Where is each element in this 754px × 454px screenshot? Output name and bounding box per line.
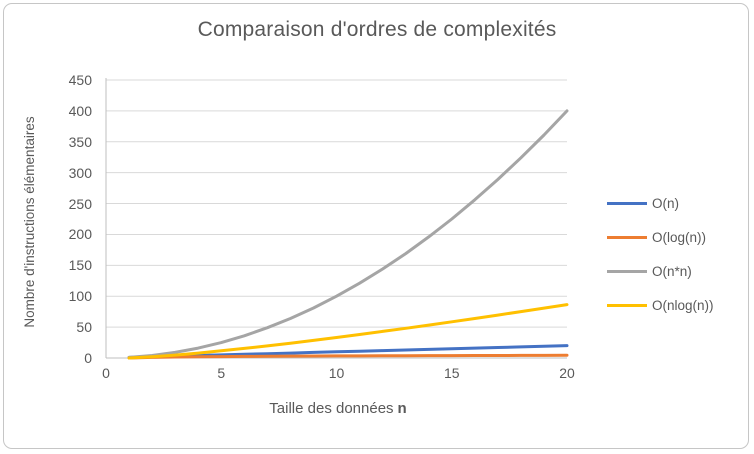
y-tick-label-50: 50 <box>76 319 92 336</box>
legend-item-O(n*n)[interactable]: O(n*n) <box>607 254 714 288</box>
legend-item-O(nlog(n))[interactable]: O(nlog(n)) <box>607 288 714 322</box>
y-tick-label-450: 450 <box>68 72 92 88</box>
x-tick-label-10: 10 <box>328 365 345 381</box>
y-tick-label-0: 0 <box>84 350 92 366</box>
x-axis-title: Taille des données n <box>188 400 488 417</box>
y-tick-label-200: 200 <box>68 226 92 243</box>
legend-swatch-O(nlog(n)) <box>607 303 647 307</box>
chart-title: Comparaison d'ordres de complexités <box>197 18 557 41</box>
legend-swatch-O(log(n)) <box>607 235 647 239</box>
y-tick-label-400: 400 <box>68 102 92 119</box>
x-tick-label-15: 15 <box>443 365 460 381</box>
legend-label: O(log(n)) <box>652 229 707 245</box>
legend-item-O(log(n))[interactable]: O(log(n)) <box>607 220 714 254</box>
x-tick-label-20: 20 <box>559 365 575 381</box>
y-tick-label-150: 150 <box>68 257 92 274</box>
series-line-O(log(n))[interactable] <box>127 353 569 360</box>
legend-label: O(nlog(n)) <box>652 297 714 313</box>
series-line-O(n*n)[interactable] <box>127 109 569 359</box>
x-axis-title-text: Taille des données <box>269 400 394 417</box>
x-tick-label-5: 5 <box>217 365 226 381</box>
x-tick-label-0: 0 <box>102 365 110 381</box>
legend-label: O(n*n) <box>652 263 692 279</box>
series-line-O(nlog(n))[interactable] <box>127 303 569 360</box>
y-tick-label-250: 250 <box>68 195 92 212</box>
legend-swatch-O(n) <box>607 201 647 205</box>
y-tick-label-100: 100 <box>68 288 92 305</box>
y-tick-label-350: 350 <box>68 133 92 150</box>
legend: O(n) O(log(n)) O(n*n) O(nlog(n)) <box>607 186 714 322</box>
legend-label: O(n) <box>652 195 679 211</box>
legend-swatch-O(n*n) <box>607 269 647 273</box>
y-tick-label-300: 300 <box>68 164 92 181</box>
x-axis-title-bold-n: n <box>397 400 407 417</box>
legend-item-O(n)[interactable]: O(n) <box>607 186 714 220</box>
chart-frame <box>3 3 749 449</box>
